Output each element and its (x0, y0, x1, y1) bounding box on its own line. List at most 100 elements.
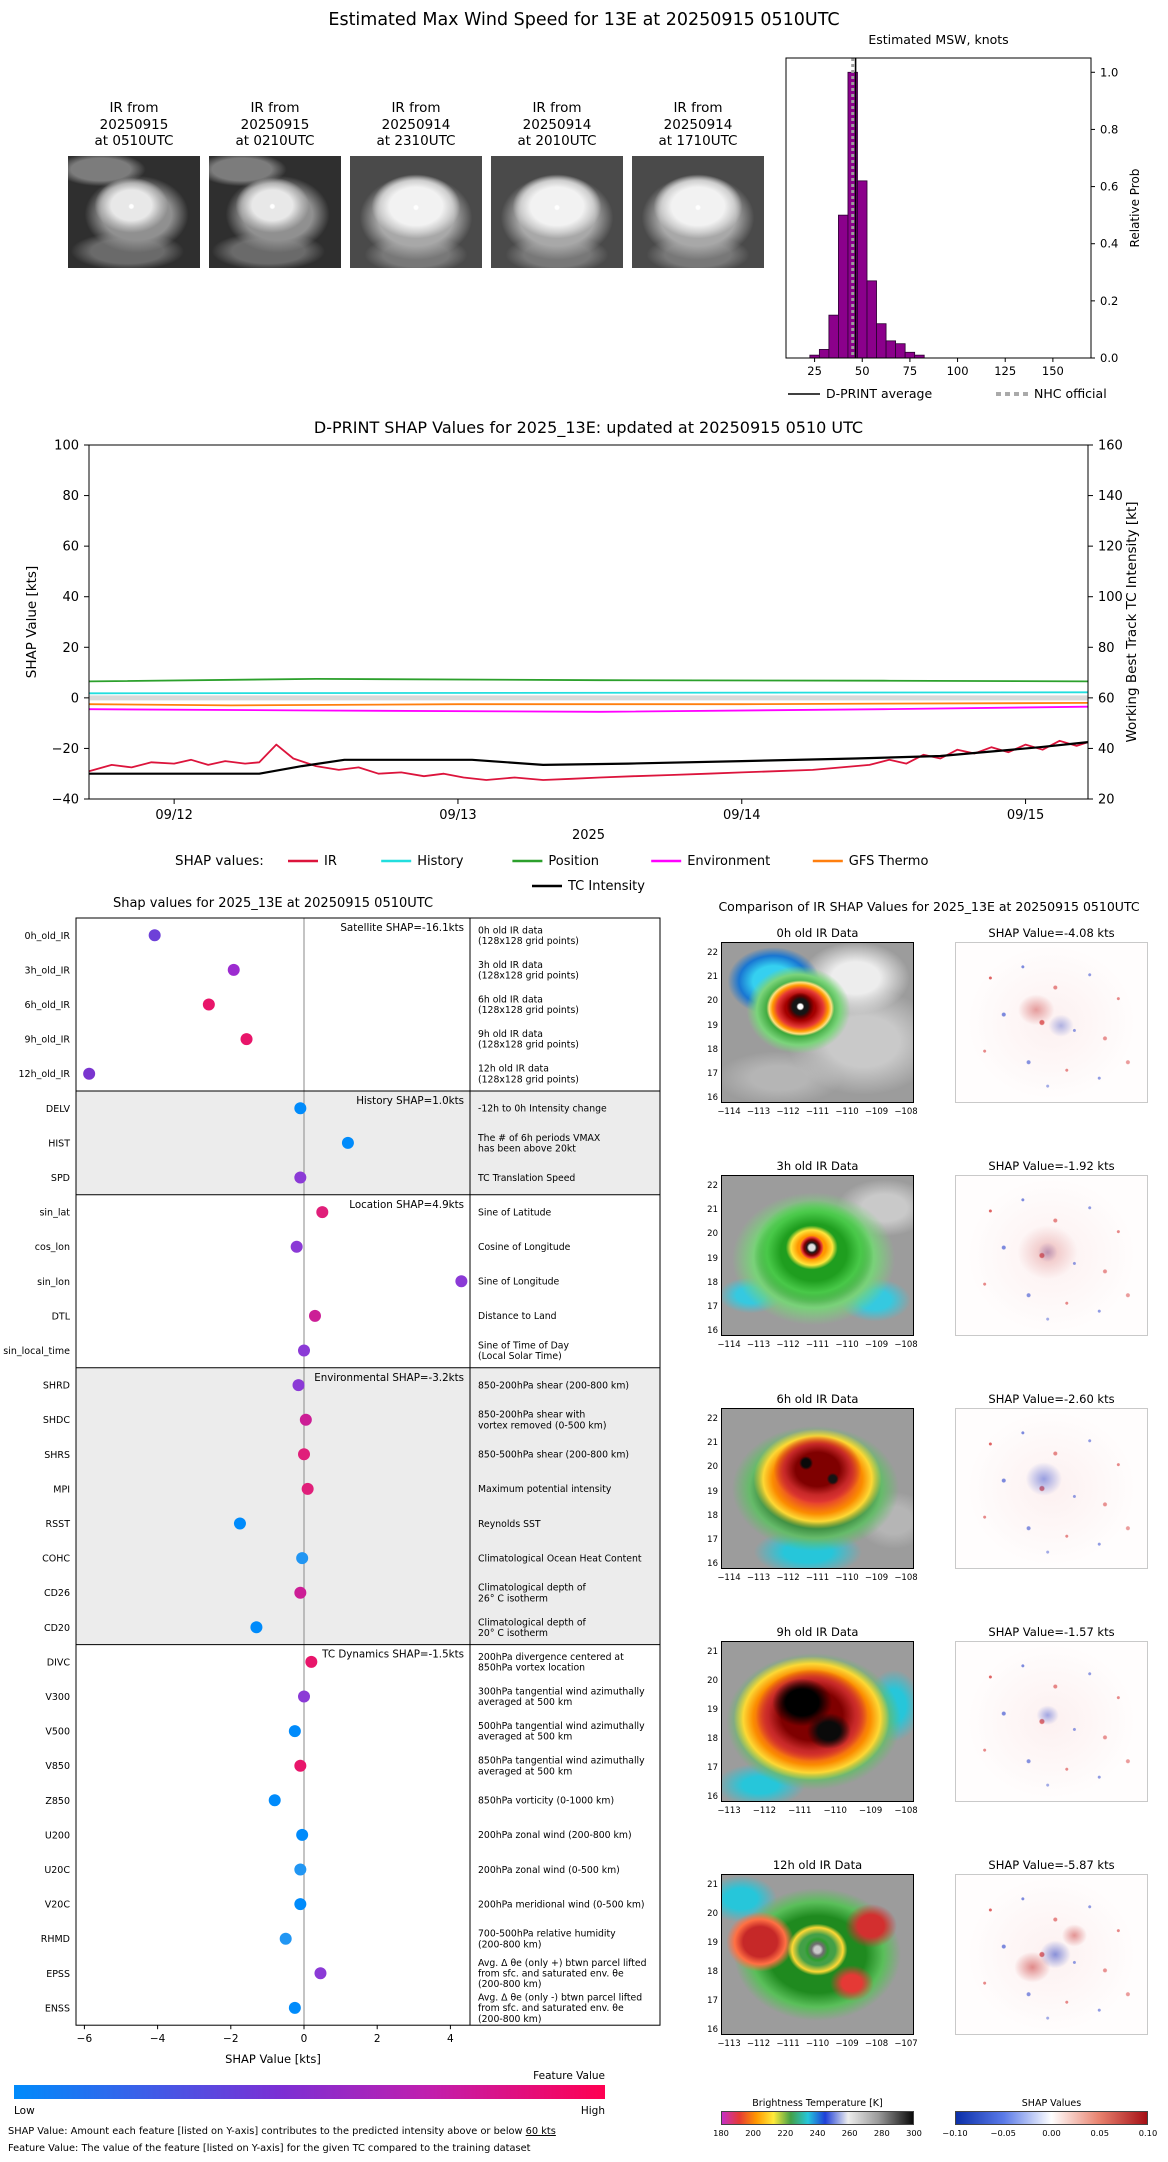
lon-tick-label: −114 (717, 1573, 741, 1583)
hist-bar (818, 349, 830, 359)
feature-description: (200-800 km) (478, 1939, 542, 1950)
footnote-shap-value: SHAP Value: Amount each feature [listed … (8, 2126, 556, 2137)
legend-label: History (417, 854, 464, 869)
hist-bar (876, 323, 887, 359)
lon-tick-label: −108 (894, 1340, 918, 1350)
feature-description: (128x128 grid points) (478, 1005, 579, 1016)
timeseries-xlabel: 2025 (572, 828, 605, 843)
lat-tick-label: 18 (707, 1734, 718, 1744)
series-position (88, 677, 1089, 683)
lat-tick-label: 16 (707, 1792, 718, 1802)
lon-tick-label: −110 (835, 1107, 859, 1117)
feature-tick-label: CD20 (44, 1623, 70, 1634)
lat-tick-label: 19 (707, 1020, 718, 1031)
lon-tick-label: −109 (835, 2039, 859, 2049)
group-header: Satellite SHAP=-16.1kts (340, 922, 464, 934)
feature-tick-label: V300 (45, 1692, 70, 1703)
x-tick-label: 09/15 (1007, 808, 1044, 823)
dotplot-frame (75, 917, 661, 2026)
y-tick-label: 0.2 (1100, 294, 1118, 308)
feature-description: 9h old IR data (478, 1029, 543, 1040)
left-tick-label: 80 (62, 489, 79, 504)
feature-description: (128x128 grid points) (478, 936, 579, 947)
lon-tick-label: −112 (776, 1107, 800, 1117)
lat-tick-label: 22 (707, 1414, 718, 1424)
feature-tick-label: 12h_old_IR (19, 1069, 71, 1080)
feature-description: 850hPa vortex location (478, 1663, 585, 1674)
shap-colorbar-tick: −0.10 (942, 2128, 968, 2138)
hist-bar (904, 351, 916, 359)
lon-tick-label: −108 (894, 1806, 918, 1816)
shap-colorbar-tick: 0.10 (1138, 2128, 1158, 2138)
feature-description: 850hPa tangential wind azimuthally (478, 1756, 645, 1767)
feature-dot (294, 1863, 307, 1876)
feature-description: Distance to Land (478, 1311, 557, 1322)
lat-tick-label: 20 (707, 1909, 718, 1919)
ir-thumbnail-label-line: IR from (532, 100, 582, 116)
left-tick-label: 0 (71, 691, 79, 706)
feature-description: (128x128 grid points) (478, 1040, 579, 1051)
lon-tick-label: −111 (805, 1573, 830, 1583)
y-tick-label: 0.0 (1100, 351, 1118, 365)
shap-value-title: SHAP Value=-1.57 kts (988, 1625, 1115, 1639)
lon-tick-label: −109 (864, 1340, 889, 1350)
shap-colorbar (955, 2111, 1148, 2125)
lon-tick-label: −113 (746, 1573, 771, 1583)
left-tick-label: 100 (54, 439, 79, 454)
feature-description: Climatological Ocean Heat Content (478, 1553, 642, 1564)
lat-tick-label: 22 (707, 948, 718, 958)
group-shading (76, 1091, 660, 1195)
lat-tick-label: 20 (707, 1462, 718, 1473)
feature-tick-label: SHRS (44, 1450, 70, 1461)
series-history (88, 691, 1089, 695)
shap-value-title: SHAP Value=-5.87 kts (988, 1858, 1115, 1872)
feature-description: has been above 20kt (478, 1144, 576, 1155)
legend-label: Environment (687, 854, 770, 869)
ir-thumbnail-image (350, 156, 482, 268)
feature-dot (314, 1967, 327, 1980)
y-tick-label: 0.6 (1100, 180, 1118, 194)
feature-tick-label: 6h_old_IR (25, 1000, 71, 1011)
ir-thumbnail-label-line: IR from (250, 100, 300, 116)
feature-dot (294, 1759, 307, 1772)
feature-description: averaged at 500 km (478, 1697, 572, 1708)
shap-value-image (955, 942, 1148, 1103)
shap-timeseries-svg: D-PRINT SHAP Values for 2025_13E: update… (24, 418, 1140, 894)
left-tick-label: 20 (62, 641, 79, 656)
x-tick-label: −4 (150, 2033, 166, 2045)
ir-thumbnail-label-line: IR from (673, 100, 723, 116)
feature-dot (290, 1240, 303, 1253)
shap-value-title: SHAP Value=-2.60 kts (988, 1392, 1115, 1406)
feature-description: 3h old IR data (478, 960, 543, 971)
ir-thumbnail-label-line: at 1710UTC (658, 133, 738, 149)
legend-label: D-PRINT average (826, 386, 932, 401)
histogram-ylabel: Relative Prob (1128, 169, 1142, 248)
bt-colorbar-title: Brightness Temperature [K] (752, 2098, 883, 2109)
ir-data-image (721, 1874, 914, 2035)
feature-dot (148, 929, 161, 942)
lat-tick-label: 16 (707, 1559, 718, 1569)
bt-colorbar-tick: 220 (777, 2128, 794, 2138)
feature-dot (250, 1621, 263, 1634)
ir-data-image (721, 1408, 914, 1569)
feature-tick-label: DTL (52, 1311, 71, 1322)
right-tick-label: 160 (1098, 439, 1123, 454)
feature-tick-label: MPI (53, 1484, 70, 1495)
ir-data-title: 3h old IR Data (776, 1159, 859, 1173)
series-gfs-thermo (88, 702, 1089, 707)
legend-title: SHAP values: (175, 853, 264, 869)
group-header: History SHAP=1.0kts (356, 1095, 464, 1107)
lat-tick-label: 17 (707, 1763, 718, 1773)
feature-description: 200hPa divergence centered at (478, 1652, 624, 1663)
feature-dot (296, 1552, 309, 1565)
ir-thumbnail-label-line: 20250914 (381, 116, 451, 133)
feature-description: (128x128 grid points) (478, 971, 579, 982)
bt-colorbar-tick: 280 (873, 2128, 890, 2138)
lat-tick-label: 21 (707, 1647, 718, 1657)
lon-tick-label: −111 (805, 1107, 830, 1117)
feature-description: 850hPa vorticity (0-1000 km) (478, 1796, 614, 1807)
figure-title: Estimated Max Wind Speed for 13E at 2025… (328, 10, 840, 30)
lon-tick-label: −109 (858, 1806, 883, 1816)
lat-tick-label: 18 (707, 1967, 718, 1977)
shap-accent-blob (956, 1176, 1147, 1335)
